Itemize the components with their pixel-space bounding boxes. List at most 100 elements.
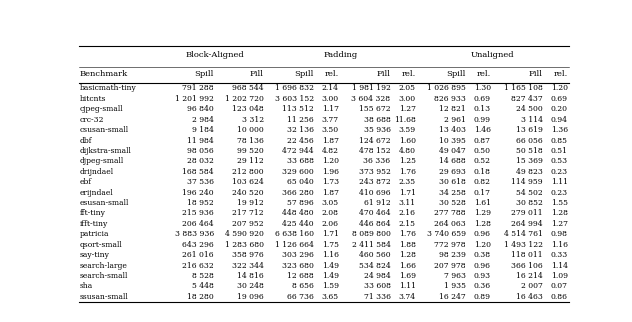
Text: 3 740 659: 3 740 659 <box>427 230 466 238</box>
Text: 366 106: 366 106 <box>511 261 543 270</box>
Text: 425 440: 425 440 <box>282 220 313 228</box>
Text: 0.85: 0.85 <box>551 137 568 145</box>
Text: 1.59: 1.59 <box>322 282 339 290</box>
Text: 61 912: 61 912 <box>364 199 391 207</box>
Text: rel.: rel. <box>554 70 568 78</box>
Text: 19 096: 19 096 <box>237 293 264 301</box>
Text: 33 688: 33 688 <box>287 157 313 166</box>
Text: 0.51: 0.51 <box>551 147 568 155</box>
Text: 1.66: 1.66 <box>399 261 416 270</box>
Text: 1.20: 1.20 <box>322 157 339 166</box>
Text: 1.49: 1.49 <box>322 261 339 270</box>
Text: 1.11: 1.11 <box>399 282 416 290</box>
Text: 240 520: 240 520 <box>232 189 264 197</box>
Text: 29 693: 29 693 <box>439 168 466 176</box>
Text: Padding: Padding <box>324 52 358 59</box>
Text: 33 608: 33 608 <box>363 282 391 290</box>
Text: Benchmark: Benchmark <box>80 70 128 78</box>
Text: qsort-small: qsort-small <box>80 241 123 249</box>
Text: 3.05: 3.05 <box>322 199 339 207</box>
Text: 1.28: 1.28 <box>399 251 416 259</box>
Text: 448 480: 448 480 <box>282 209 313 217</box>
Text: 3 114: 3 114 <box>521 116 543 124</box>
Text: 3.00: 3.00 <box>399 95 416 103</box>
Text: 96 840: 96 840 <box>187 105 214 113</box>
Text: search-large: search-large <box>80 261 128 270</box>
Text: 1.17: 1.17 <box>322 105 339 113</box>
Text: 1.27: 1.27 <box>551 220 568 228</box>
Text: 37 536: 37 536 <box>187 178 214 186</box>
Text: sha: sha <box>80 282 94 290</box>
Text: 24 984: 24 984 <box>364 272 391 280</box>
Text: 0.69: 0.69 <box>474 95 491 103</box>
Text: 1.27: 1.27 <box>399 105 416 113</box>
Text: rel.: rel. <box>477 70 491 78</box>
Text: Spill: Spill <box>295 70 313 78</box>
Text: 322 344: 322 344 <box>232 261 264 270</box>
Text: 14 688: 14 688 <box>439 157 466 166</box>
Text: 1.61: 1.61 <box>474 199 491 207</box>
Text: 1 696 832: 1 696 832 <box>275 84 313 92</box>
Text: 373 952: 373 952 <box>359 168 391 176</box>
Text: Fill: Fill <box>377 70 391 78</box>
Text: 2 007: 2 007 <box>521 282 543 290</box>
Text: 8 528: 8 528 <box>192 272 214 280</box>
Text: drijndael: drijndael <box>80 168 114 176</box>
Text: Unaligned: Unaligned <box>471 52 514 59</box>
Text: 1.14: 1.14 <box>551 261 568 270</box>
Text: 1.46: 1.46 <box>474 126 491 134</box>
Text: 98 239: 98 239 <box>439 251 466 259</box>
Text: 1.75: 1.75 <box>322 241 339 249</box>
Text: 1.25: 1.25 <box>399 157 416 166</box>
Text: 1 126 664: 1 126 664 <box>275 241 313 249</box>
Text: 54 502: 54 502 <box>516 189 543 197</box>
Text: 11 256: 11 256 <box>287 116 313 124</box>
Text: 34 258: 34 258 <box>439 189 466 197</box>
Text: dbf: dbf <box>80 137 92 145</box>
Text: djpeg-small: djpeg-small <box>80 157 125 166</box>
Text: 303 296: 303 296 <box>282 251 313 259</box>
Text: 4 514 761: 4 514 761 <box>504 230 543 238</box>
Text: 791 288: 791 288 <box>183 84 214 92</box>
Text: crc-32: crc-32 <box>80 116 104 124</box>
Text: basicmath-tiny: basicmath-tiny <box>80 84 137 92</box>
Text: 71 336: 71 336 <box>363 293 391 301</box>
Text: 35 936: 35 936 <box>363 126 391 134</box>
Text: 29 112: 29 112 <box>237 157 264 166</box>
Text: 30 248: 30 248 <box>237 282 264 290</box>
Text: Spill: Spill <box>195 70 214 78</box>
Text: 1 026 895: 1 026 895 <box>427 84 466 92</box>
Text: 57 896: 57 896 <box>287 199 313 207</box>
Text: 0.13: 0.13 <box>474 105 491 113</box>
Text: csusan-small: csusan-small <box>80 126 129 134</box>
Text: 1.96: 1.96 <box>322 168 339 176</box>
Text: 472 944: 472 944 <box>282 147 313 155</box>
Text: 2.15: 2.15 <box>399 220 416 228</box>
Text: 16 247: 16 247 <box>439 293 466 301</box>
Text: 410 696: 410 696 <box>359 189 391 197</box>
Text: 11.68: 11.68 <box>394 116 416 124</box>
Text: 0.89: 0.89 <box>474 293 491 301</box>
Text: 36 336: 36 336 <box>363 157 391 166</box>
Text: 279 011: 279 011 <box>511 209 543 217</box>
Text: 8 089 800: 8 089 800 <box>352 230 391 238</box>
Text: 2.06: 2.06 <box>322 220 339 228</box>
Text: 207 952: 207 952 <box>232 220 264 228</box>
Text: 216 632: 216 632 <box>182 261 214 270</box>
Text: 103 624: 103 624 <box>232 178 264 186</box>
Text: 118 011: 118 011 <box>511 251 543 259</box>
Text: 0.36: 0.36 <box>474 282 491 290</box>
Text: 30 618: 30 618 <box>439 178 466 186</box>
Text: 470 464: 470 464 <box>359 209 391 217</box>
Text: 1 202 720: 1 202 720 <box>225 95 264 103</box>
Text: 49 823: 49 823 <box>516 168 543 176</box>
Text: 10 000: 10 000 <box>237 126 264 134</box>
Text: 98 056: 98 056 <box>187 147 214 155</box>
Text: 30 852: 30 852 <box>516 199 543 207</box>
Text: rel.: rel. <box>325 70 339 78</box>
Text: 7 963: 7 963 <box>444 272 466 280</box>
Text: 18 280: 18 280 <box>187 293 214 301</box>
Text: 0.17: 0.17 <box>474 189 491 197</box>
Text: 1.29: 1.29 <box>474 209 491 217</box>
Text: 0.18: 0.18 <box>474 168 491 176</box>
